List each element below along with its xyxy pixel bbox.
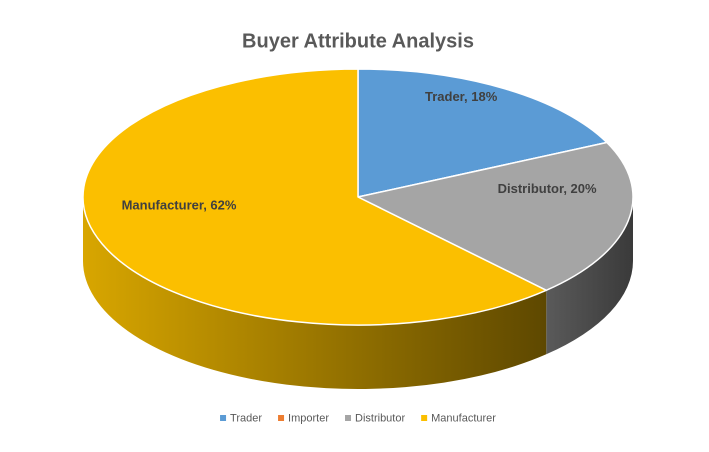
legend-swatch [421, 415, 428, 421]
slice-side [546, 197, 633, 355]
pie-slice [82, 68, 547, 326]
pie-slice [357, 68, 608, 198]
legend-label: Trader [230, 412, 262, 424]
data-label: Trader, 18% [425, 89, 498, 104]
legend-swatch [278, 415, 285, 421]
slice-side [83, 197, 547, 389]
legend-swatch [220, 415, 227, 421]
data-label: Distributor, 20% [498, 181, 597, 196]
pie-slice [357, 141, 634, 292]
legend-label: Distributor [355, 412, 405, 424]
legend-label: Manufacturer [431, 412, 496, 424]
legend-swatch [345, 415, 352, 421]
legend-label: Importer [288, 412, 329, 424]
data-label: Manufacturer, 62% [122, 197, 237, 212]
chart-title: Buyer Attribute Analysis [242, 30, 474, 52]
